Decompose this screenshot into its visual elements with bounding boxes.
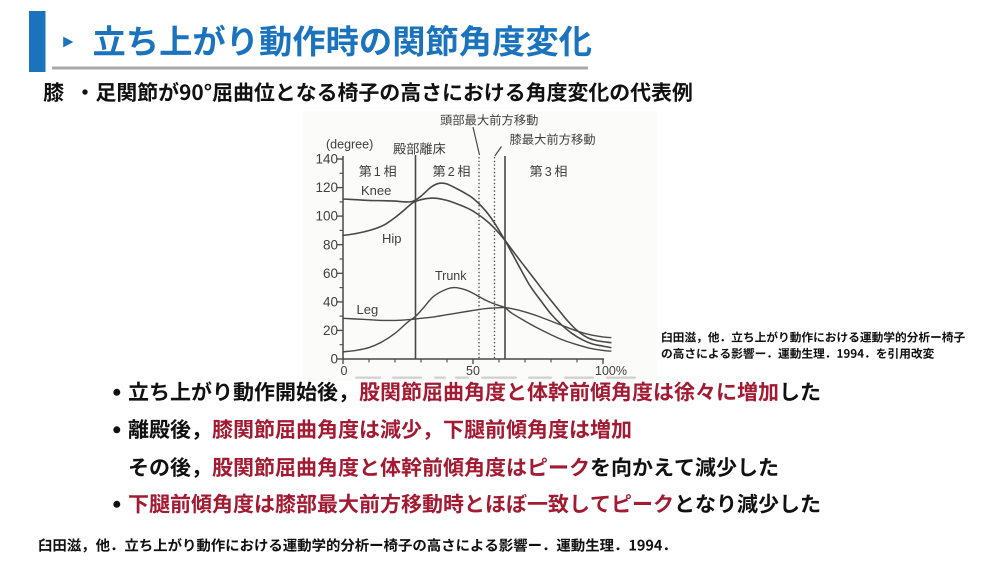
svg-text:2: 2 (448, 165, 455, 179)
svg-text:60: 60 (323, 266, 338, 281)
svg-text:3: 3 (545, 165, 552, 179)
svg-text:100%: 100% (595, 364, 627, 378)
svg-text:Knee: Knee (361, 183, 391, 198)
svg-text:100: 100 (315, 209, 338, 224)
svg-text:50: 50 (466, 364, 480, 378)
svg-text:80: 80 (323, 237, 338, 252)
svg-text:Hip: Hip (382, 231, 402, 246)
svg-text:140: 140 (315, 152, 338, 167)
svg-text:120: 120 (315, 180, 338, 195)
svg-text:Leg: Leg (357, 302, 379, 317)
svg-text:20: 20 (323, 323, 338, 338)
svg-text:Trunk: Trunk (435, 269, 467, 283)
svg-text:(degree): (degree) (326, 138, 373, 152)
svg-text:1: 1 (374, 165, 381, 179)
svg-text:0: 0 (330, 352, 338, 367)
svg-text:0: 0 (341, 364, 348, 378)
svg-text:40: 40 (323, 295, 338, 310)
